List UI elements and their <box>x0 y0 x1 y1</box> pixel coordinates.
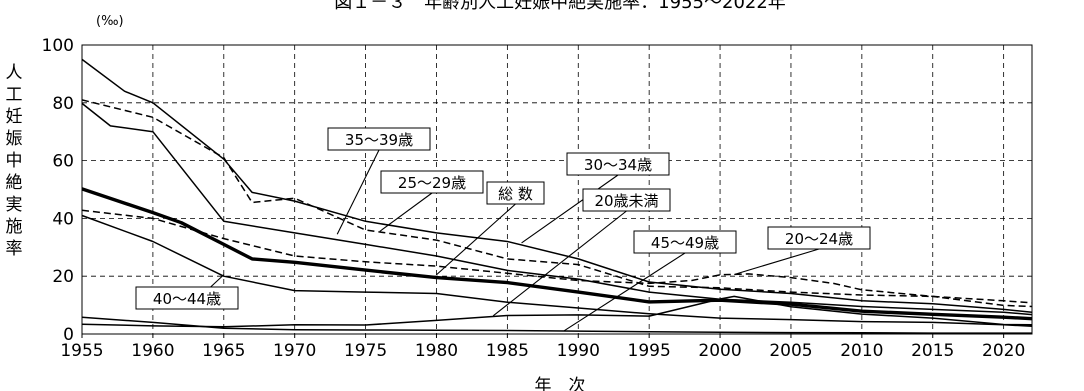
y-axis-title-char: 人 <box>6 63 23 83</box>
y-tick-label: 40 <box>52 209 74 229</box>
y-axis-title-char: 絶 <box>6 173 23 193</box>
x-tick-label: 2015 <box>911 341 954 361</box>
series-line <box>81 209 1033 308</box>
y-axis-title-char: 中 <box>6 151 23 171</box>
x-tick-label: 1995 <box>628 341 671 361</box>
series-label-box <box>582 188 671 212</box>
series-line <box>81 187 1033 321</box>
series-label-box <box>486 181 545 205</box>
x-tick-label: 2010 <box>840 341 883 361</box>
series-label: 45～49歳 <box>651 234 719 252</box>
series-label-box <box>327 127 431 151</box>
series-line <box>81 102 1033 316</box>
series-line <box>81 295 1033 328</box>
label-leader-line <box>336 149 380 235</box>
series-line <box>81 214 1033 327</box>
y-unit-label: (‰) <box>96 14 124 29</box>
y-axis-title-char: 妊 <box>6 107 23 127</box>
y-tick-label: 60 <box>52 152 74 172</box>
x-tick-label: 1980 <box>415 341 458 361</box>
series-lines <box>81 58 1033 334</box>
label-leader-line <box>734 248 820 275</box>
series-label: 25～29歳 <box>398 174 466 192</box>
series-label-box <box>566 152 670 176</box>
series-label: 20歳未満 <box>594 192 658 210</box>
x-tick-label: 2005 <box>769 341 812 361</box>
y-axis-title-char: 娠 <box>6 129 23 149</box>
series-line <box>81 99 1033 304</box>
x-tick-label: 1955 <box>60 341 103 361</box>
y-tick-label: 80 <box>52 94 74 114</box>
y-axis-title-char: 施 <box>6 217 23 237</box>
x-tick-label: 1990 <box>557 341 600 361</box>
y-axis-title: 人工妊娠中絶実施率 <box>6 63 23 259</box>
label-leader-line <box>379 192 433 232</box>
leader-lines <box>186 149 820 332</box>
x-tick-label: 2000 <box>698 341 741 361</box>
series-label: 35～39歳 <box>345 131 413 149</box>
y-axis-title-char: 率 <box>6 239 23 259</box>
series-label-box <box>135 286 239 310</box>
series-label: 20～24歳 <box>785 230 853 248</box>
x-tick-label: 1975 <box>344 341 387 361</box>
series-label-box <box>633 230 737 254</box>
x-tick-label: 1965 <box>202 341 245 361</box>
series-label-box <box>380 170 484 194</box>
label-leader-line <box>521 174 619 244</box>
label-leader-line <box>563 252 686 332</box>
plot-frame <box>81 44 1033 335</box>
y-axis-title-char: 実 <box>6 195 23 215</box>
label-leader-line <box>492 210 627 317</box>
tick-labels: 1955 1960 1965 1970 1975 1980 1985 1990 1995 2000… <box>42 36 1026 361</box>
y-tick-label: 0 <box>63 325 74 345</box>
series-label-box <box>767 226 871 250</box>
series-line <box>81 316 1032 334</box>
x-tick-label: 1970 <box>273 341 316 361</box>
series-label: 総 数 <box>498 185 533 203</box>
x-tick-label: 2020 <box>982 341 1025 361</box>
x-tick-label: 1985 <box>486 341 529 361</box>
series-label: 30～34歳 <box>584 156 652 174</box>
chart-title: 図１－３ 年齢別人工妊娠中絶実施率：1955～2022年 <box>334 0 786 13</box>
label-leader-line <box>436 203 516 276</box>
series-label: 40～44歳 <box>153 290 221 308</box>
x-tick-label: 1960 <box>131 341 174 361</box>
y-axis-title-char: 工 <box>6 85 23 105</box>
y-tick-label: 20 <box>52 267 74 287</box>
series-line <box>81 58 1033 314</box>
x-axis-title: 年 次 <box>535 376 586 391</box>
y-tick-label: 100 <box>42 36 74 56</box>
